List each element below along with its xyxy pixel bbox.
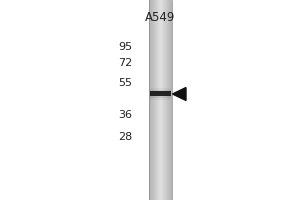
Bar	[150, 90, 171, 92]
Bar	[150, 96, 171, 98]
Bar	[150, 88, 171, 90]
Bar	[171, 0, 172, 200]
Bar	[150, 91, 171, 96]
Bar	[152, 0, 153, 200]
Text: 55: 55	[118, 78, 132, 88]
Bar	[163, 0, 164, 200]
Bar	[159, 0, 160, 200]
Polygon shape	[172, 88, 186, 100]
Bar	[150, 0, 151, 200]
Bar	[166, 0, 167, 200]
Bar	[153, 0, 154, 200]
Bar	[160, 0, 161, 200]
Bar	[161, 0, 162, 200]
Bar	[154, 0, 155, 200]
Text: 95: 95	[118, 42, 132, 52]
Text: A549: A549	[145, 11, 176, 24]
Bar	[168, 0, 169, 200]
Bar	[158, 0, 159, 200]
Bar	[167, 0, 168, 200]
Text: 36: 36	[118, 110, 132, 120]
Text: 28: 28	[118, 132, 132, 142]
Bar	[164, 0, 165, 200]
Bar	[150, 98, 171, 100]
Bar	[156, 0, 157, 200]
Bar	[151, 0, 152, 200]
Text: 72: 72	[118, 58, 132, 68]
Bar	[155, 0, 156, 200]
Bar	[169, 0, 170, 200]
Bar	[165, 0, 166, 200]
Bar	[157, 0, 158, 200]
Bar	[162, 0, 163, 200]
Bar	[149, 0, 150, 200]
Bar	[169, 0, 170, 200]
Bar	[170, 0, 171, 200]
